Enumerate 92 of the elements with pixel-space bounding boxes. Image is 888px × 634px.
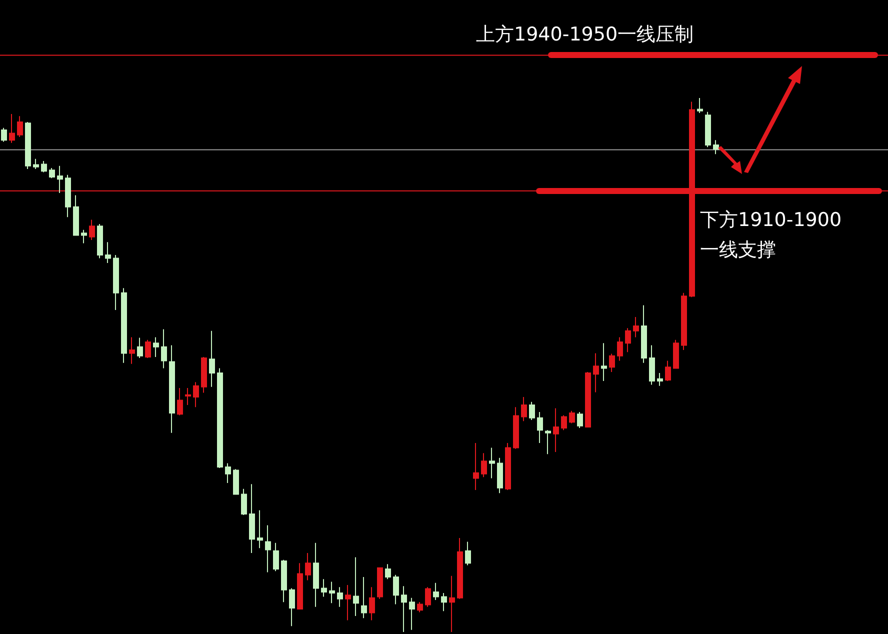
ref-line-label: 上方1940-1950一线压制: [476, 23, 694, 46]
candlestick: [121, 288, 127, 364]
candlestick: [625, 328, 631, 353]
candlestick: [97, 224, 103, 259]
candlestick: [9, 114, 15, 144]
candlestick: [153, 336, 159, 358]
candlestick: [641, 304, 647, 364]
candlestick: [545, 430, 551, 455]
candlestick: [449, 575, 455, 632]
candlestick: [585, 371, 591, 428]
candlestick: [673, 339, 679, 370]
candlestick: [81, 229, 87, 244]
candlestick: [145, 339, 151, 359]
candlestick: [697, 98, 703, 114]
candlestick: [417, 602, 423, 613]
candlestick: [601, 342, 607, 382]
candlestick: [537, 411, 543, 444]
candlestick: [249, 484, 255, 554]
candlestick: [17, 116, 23, 138]
candlestick: [337, 586, 343, 608]
candlestick: [177, 387, 183, 416]
candlestick: [713, 140, 719, 155]
candlestick: [209, 330, 215, 388]
candlestick: [649, 344, 655, 386]
candlestick: [409, 597, 415, 630]
candlestick: [313, 542, 319, 608]
candlestick: [361, 576, 367, 619]
candlestick: [201, 356, 207, 394]
candlestick: [225, 462, 231, 484]
candlestick: [609, 353, 615, 372]
candlestick: [593, 352, 599, 393]
candlestick: [321, 578, 327, 598]
candlestick: [129, 336, 135, 364]
candlestick: [33, 158, 39, 170]
candlestick: [481, 452, 487, 478]
candlestick: [265, 524, 271, 573]
candlestick: [433, 582, 439, 600]
candlestick: [105, 242, 111, 264]
candlestick: [513, 406, 519, 450]
ref-line-label: 下方1910-1900一线支撑: [700, 208, 842, 261]
candlestick: [489, 447, 495, 479]
candlestick: [89, 219, 95, 241]
candlestick: [521, 396, 527, 422]
candlestick: [185, 387, 191, 406]
candlestick: [529, 401, 535, 420]
candlestick: [689, 101, 695, 298]
candlestick: [569, 410, 575, 424]
candlestick: [329, 581, 335, 604]
candlestick: [193, 382, 199, 408]
candlestick: [465, 541, 471, 566]
candlestick: [681, 292, 687, 351]
candlestick: [617, 336, 623, 362]
candlestick: [73, 194, 79, 236]
candlestick: [297, 562, 303, 610]
candlestick: [705, 111, 711, 148]
candlestick: [1, 127, 7, 142]
candlestick: [473, 442, 479, 490]
candlestick: [217, 368, 223, 469]
candlestick: [377, 567, 383, 600]
candlestick: [57, 165, 63, 194]
candlestick: [393, 574, 399, 605]
candlestick: [345, 584, 351, 621]
candlestick: [385, 564, 391, 580]
candlestick: [25, 122, 31, 170]
candlestick: [425, 586, 431, 608]
candlestick: [281, 559, 287, 603]
candlestick: [633, 316, 639, 338]
candlestick: [665, 360, 671, 382]
candlestick: [49, 167, 55, 179]
candlestick: [257, 510, 263, 549]
candlestick: [305, 552, 311, 581]
candlestick: [289, 588, 295, 627]
candlestick: [561, 414, 567, 431]
candlestick: [497, 457, 503, 494]
candlestick: [353, 556, 359, 616]
candlestick: [137, 337, 143, 359]
candlestick: [505, 442, 511, 490]
candlestick: [41, 160, 47, 173]
candlestick: [169, 344, 175, 434]
candlestick: [233, 468, 239, 496]
candlestick: [657, 372, 663, 386]
candlestick: [577, 411, 583, 429]
candlestick: [273, 542, 279, 572]
candlestick: [441, 592, 447, 612]
candlestick: [457, 538, 463, 600]
candlestick: [241, 488, 247, 516]
candlestick: [369, 586, 375, 621]
candlestick: [113, 254, 119, 310]
candlestick: [65, 174, 71, 218]
candlestick: [553, 408, 559, 453]
candlestick: [401, 586, 407, 632]
candlestick: [161, 328, 167, 369]
